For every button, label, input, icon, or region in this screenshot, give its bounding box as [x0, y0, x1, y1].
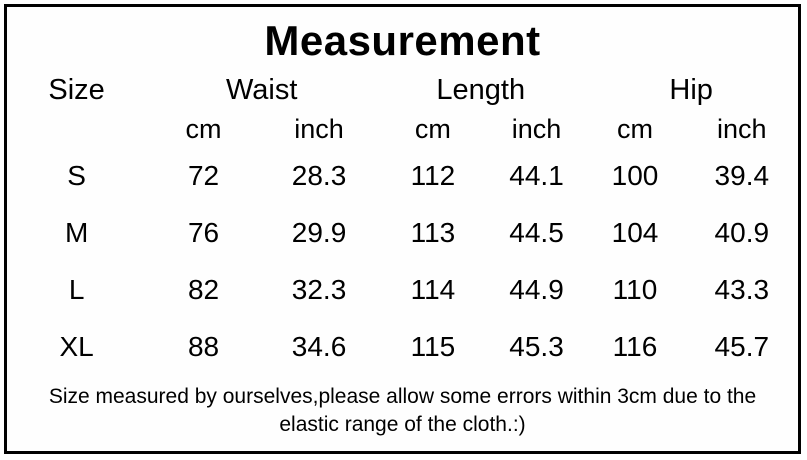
value-cell: 43.3 — [714, 273, 770, 305]
value-cell: 45.7 — [714, 330, 770, 362]
size-cell: L — [68, 273, 85, 305]
value-cell: 112 — [410, 159, 456, 191]
measurement-table: Size Waist Length Hip cm inch cm inch cm… — [7, 69, 798, 375]
value-cell: 110 — [612, 273, 658, 305]
page-title: Measurement — [264, 17, 541, 64]
value-cell: 72 — [187, 159, 220, 191]
table-unit-row: cm inch cm inch cm inch — [7, 111, 798, 147]
value-cell: 116 — [612, 330, 658, 362]
size-cell: XL — [59, 330, 94, 362]
value-cell: 32.3 — [291, 273, 347, 305]
value-cell: 29.9 — [291, 216, 347, 248]
value-cell: 115 — [410, 330, 456, 362]
value-cell: 39.4 — [714, 159, 770, 191]
value-cell: 88 — [187, 330, 220, 362]
value-cell: 82 — [187, 273, 220, 305]
unit-header-waist-cm: cm — [185, 113, 222, 144]
value-cell: 44.5 — [509, 216, 564, 248]
column-header-size: Size — [48, 73, 105, 106]
unit-header-spacer — [7, 111, 146, 147]
column-header-hip: Hip — [669, 73, 713, 106]
unit-header-length-cm: cm — [414, 113, 451, 144]
value-cell: 28.3 — [291, 159, 347, 191]
unit-header-hip-inch: inch — [717, 113, 767, 144]
table-row: L 82 32.3 114 44.9 110 43.3 — [7, 261, 798, 318]
value-cell: 40.9 — [714, 216, 770, 248]
unit-header-hip-cm: cm — [616, 113, 653, 144]
table-row: XL 88 34.6 115 45.3 116 45.7 — [7, 318, 798, 375]
value-cell: 114 — [410, 273, 456, 305]
column-header-waist: Waist — [225, 73, 298, 106]
table-header-row: Size Waist Length Hip — [7, 69, 798, 111]
value-cell: 34.6 — [291, 330, 347, 362]
value-cell: 104 — [611, 216, 659, 248]
unit-header-waist-inch: inch — [294, 113, 344, 144]
value-cell: 113 — [410, 216, 456, 248]
value-cell: 44.9 — [509, 273, 564, 305]
value-cell: 100 — [611, 159, 659, 191]
value-cell: 45.3 — [509, 330, 564, 362]
unit-header-length-inch: inch — [511, 113, 562, 144]
column-header-length: Length — [436, 73, 526, 106]
footer-note: Size measured by ourselves,please allow … — [48, 385, 757, 436]
table-row: M 76 29.9 113 44.5 104 40.9 — [7, 204, 798, 261]
size-cell: M — [64, 216, 89, 248]
size-cell: S — [67, 159, 86, 191]
value-cell: 76 — [187, 216, 220, 248]
measurement-chart-frame: Measurement Size Waist Length Hip cm inc… — [4, 4, 801, 454]
value-cell: 44.1 — [509, 159, 564, 191]
table-row: S 72 28.3 112 44.1 100 39.4 — [7, 147, 798, 204]
